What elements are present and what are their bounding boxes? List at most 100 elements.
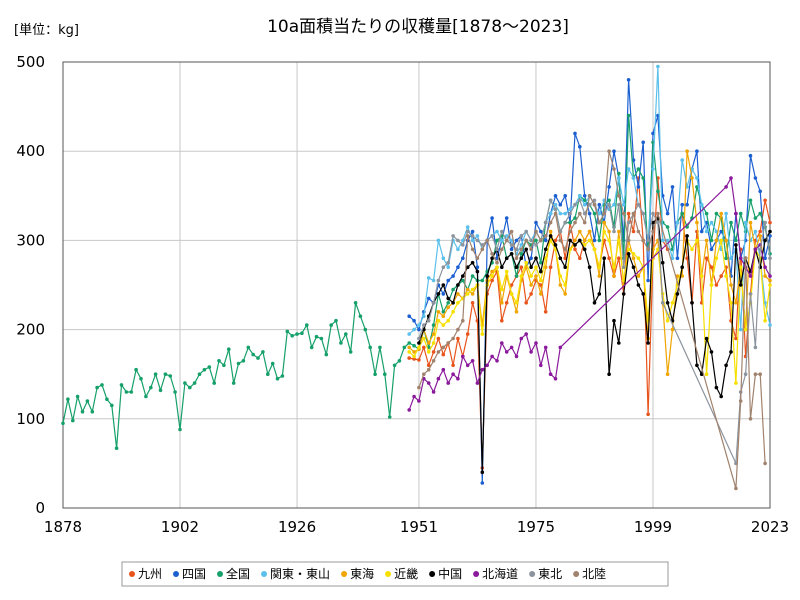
data-point [734, 336, 738, 341]
data-point [709, 247, 714, 252]
series-5 [407, 229, 772, 385]
data-point [563, 247, 567, 252]
data-point [339, 341, 343, 345]
data-point [709, 350, 714, 354]
data-point [617, 229, 621, 234]
data-point [534, 238, 538, 243]
data-point [568, 207, 572, 211]
data-point [246, 345, 251, 350]
data-point [168, 374, 173, 378]
data-point [704, 372, 709, 377]
data-point [539, 229, 543, 234]
data-point [626, 113, 631, 118]
data-point [524, 301, 528, 305]
data-point [431, 390, 436, 394]
data-point [626, 211, 631, 216]
data-point [690, 247, 694, 252]
data-point [378, 345, 382, 350]
data-point [734, 211, 738, 216]
data-point [709, 283, 714, 287]
data-point [480, 278, 485, 283]
legend-label: 北陸 [582, 567, 606, 581]
data-point [719, 394, 723, 399]
data-point [695, 363, 699, 368]
data-point [578, 256, 582, 261]
data-point [475, 269, 480, 274]
series-7 [407, 176, 772, 412]
data-point [768, 256, 772, 261]
data-point [529, 265, 533, 270]
data-point [431, 278, 436, 283]
data-point [212, 381, 216, 385]
data-point [587, 265, 592, 270]
data-point [183, 381, 187, 385]
data-point [646, 278, 650, 283]
data-point [470, 234, 475, 238]
data-point [568, 229, 572, 234]
data-point [685, 234, 689, 238]
data-point [412, 350, 416, 354]
data-point [607, 185, 611, 189]
data-point [431, 359, 436, 363]
legend-marker [217, 571, 224, 577]
data-point [441, 323, 446, 327]
series-4 [407, 149, 772, 377]
data-point [456, 336, 460, 341]
x-axis-ticks: 1878 1902 1926 1951 1975 1999 2023 [44, 518, 789, 536]
data-point [568, 238, 572, 243]
data-point [548, 211, 553, 216]
data-point [646, 238, 650, 243]
data-point [704, 336, 709, 341]
data-point [470, 359, 475, 363]
data-point [719, 274, 723, 278]
data-point [680, 158, 684, 162]
data-point [173, 390, 177, 394]
data-point [426, 318, 431, 323]
data-point [763, 461, 767, 466]
data-point [597, 202, 602, 207]
data-point [451, 287, 455, 292]
series-6 [417, 216, 772, 475]
data-point [651, 211, 655, 216]
data-point [631, 176, 636, 180]
legend-label: 近畿 [394, 567, 418, 581]
legend-label: 全国 [226, 566, 250, 581]
data-point [753, 176, 758, 180]
data-point [475, 234, 480, 238]
data-point [602, 220, 606, 225]
data-point [748, 292, 753, 296]
data-point [768, 323, 772, 327]
data-point [695, 176, 699, 180]
data-point [485, 238, 490, 243]
data-point [612, 318, 616, 323]
data-point [753, 247, 758, 252]
data-point [197, 372, 202, 377]
data-point [134, 367, 138, 372]
chart-title: 10a面積当たりの収穫量[1878～2023] [267, 17, 569, 37]
legend-marker [573, 571, 580, 577]
data-point [436, 350, 441, 354]
data-point [636, 256, 641, 261]
data-point [524, 229, 528, 234]
data-point [290, 334, 295, 338]
data-point [412, 394, 416, 399]
data-point [305, 323, 309, 327]
series-line [409, 177, 771, 468]
data-point [519, 234, 524, 238]
data-point [612, 265, 616, 270]
data-point [236, 361, 241, 366]
data-point [441, 314, 446, 319]
data-point [461, 274, 465, 278]
data-point [373, 372, 377, 377]
data-point [417, 327, 421, 332]
data-point [417, 358, 421, 362]
data-point [110, 403, 114, 408]
data-point [734, 486, 738, 491]
data-point [758, 189, 762, 194]
data-point [422, 345, 426, 350]
data-point [480, 481, 485, 485]
data-point [470, 274, 475, 278]
data-point [582, 247, 587, 252]
data-point [524, 332, 528, 336]
x-tick-label: 1975 [517, 518, 555, 536]
